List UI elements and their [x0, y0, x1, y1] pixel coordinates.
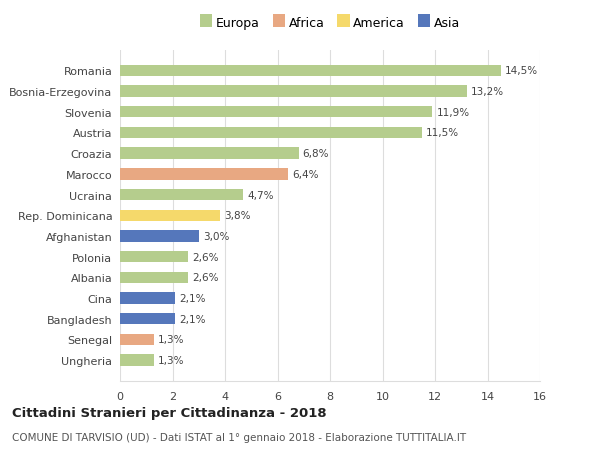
- Text: Cittadini Stranieri per Cittadinanza - 2018: Cittadini Stranieri per Cittadinanza - 2…: [12, 406, 326, 419]
- Bar: [120, 272, 188, 283]
- Bar: [120, 293, 175, 304]
- Text: 11,5%: 11,5%: [426, 128, 459, 138]
- Text: 2,6%: 2,6%: [192, 252, 218, 262]
- Bar: [120, 210, 220, 221]
- Text: 3,0%: 3,0%: [203, 231, 229, 241]
- Text: 1,3%: 1,3%: [158, 335, 185, 345]
- Text: 2,1%: 2,1%: [179, 314, 206, 324]
- Text: COMUNE DI TARVISIO (UD) - Dati ISTAT al 1° gennaio 2018 - Elaborazione TUTTITALI: COMUNE DI TARVISIO (UD) - Dati ISTAT al …: [12, 432, 466, 442]
- Text: 13,2%: 13,2%: [470, 87, 503, 97]
- Bar: [120, 148, 299, 159]
- Bar: [120, 252, 188, 263]
- Bar: [120, 231, 199, 242]
- Bar: [120, 169, 288, 180]
- Bar: [120, 334, 154, 345]
- Text: 4,7%: 4,7%: [247, 190, 274, 200]
- Text: 1,3%: 1,3%: [158, 355, 185, 365]
- Text: 2,1%: 2,1%: [179, 293, 206, 303]
- Text: 6,4%: 6,4%: [292, 169, 319, 179]
- Bar: [120, 313, 175, 325]
- Bar: [120, 66, 500, 77]
- Text: 11,9%: 11,9%: [436, 107, 469, 118]
- Text: 3,8%: 3,8%: [224, 211, 250, 221]
- Text: 14,5%: 14,5%: [505, 66, 538, 76]
- Text: 6,8%: 6,8%: [302, 149, 329, 159]
- Bar: [120, 86, 467, 97]
- Bar: [120, 128, 422, 139]
- Text: 2,6%: 2,6%: [192, 273, 218, 283]
- Legend: Europa, Africa, America, Asia: Europa, Africa, America, Asia: [200, 17, 460, 30]
- Bar: [120, 355, 154, 366]
- Bar: [120, 190, 244, 201]
- Bar: [120, 107, 433, 118]
